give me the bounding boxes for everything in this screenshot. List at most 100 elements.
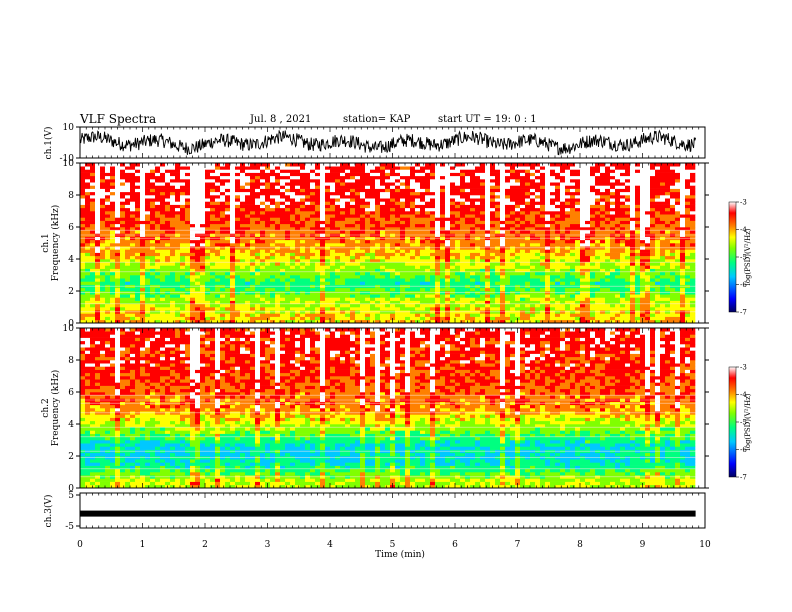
spectrogram-ch1-cell (120, 175, 126, 180)
spectrogram-ch1-cell (370, 223, 376, 228)
spectrogram-ch1-cell (520, 214, 526, 218)
spectrogram-ch1-cell (230, 195, 236, 199)
spectrogram-ch1-cell (225, 313, 231, 317)
spectrogram-ch1-cell (280, 300, 286, 305)
spectrogram-ch1-cell (145, 227, 151, 231)
spectrogram-ch1-cell (345, 188, 351, 193)
spectrogram-ch1-cell (340, 297, 346, 301)
spectrogram-ch1-cell (230, 313, 236, 317)
spectrogram-ch1-cell (85, 239, 91, 244)
spectrogram-ch1-cell (260, 204, 266, 209)
spectrogram-ch1-cell (425, 319, 431, 324)
spectrogram-ch1-cell (285, 163, 291, 167)
spectrogram-ch1-cell (400, 243, 406, 247)
spectrogram-ch1-cell (135, 185, 141, 189)
spectrogram-ch1-cell (220, 265, 226, 269)
spectrogram-ch1-cell (205, 195, 211, 199)
spectrogram-ch1-cell (345, 211, 351, 215)
spectrogram-ch1-cell (95, 319, 101, 324)
spectrogram-ch1-cell (335, 198, 341, 202)
spectrogram-ch1-cell (315, 188, 321, 193)
spectrogram-ch1-cell (300, 259, 306, 263)
spectrogram-ch1-cell (155, 252, 161, 257)
spectrogram-ch1-cell (80, 223, 86, 228)
spectrogram-ch1-cell (375, 300, 381, 305)
spectrogram-ch1-cell (470, 259, 476, 263)
spectrogram-ch1-cell (550, 188, 556, 193)
spectrogram-ch1-cell (390, 214, 396, 218)
spectrogram-ch1-cell (490, 307, 496, 311)
spectrogram-ch1-cell (540, 214, 546, 218)
spectrogram-ch1-cell (180, 262, 186, 266)
spectrogram-ch1-cell (485, 223, 491, 228)
spectrogram-ch1-cell (120, 239, 126, 244)
spectrogram-ch1-cell (555, 265, 561, 269)
spectrogram-ch1-cell (380, 255, 386, 260)
spectrogram-ch1-cell (90, 191, 96, 196)
spectrogram-ch1-cell (225, 307, 231, 311)
spectrogram-ch1-cell (480, 207, 486, 212)
spectrogram-ch1-cell (150, 169, 156, 173)
spectrogram-ch1-cell (255, 217, 261, 221)
spectrogram-ch1-cell (505, 182, 511, 186)
spectrogram-ch1-cell (430, 294, 436, 298)
spectrogram-ch1-cell (400, 303, 406, 308)
spectrogram-ch1-cell (465, 166, 471, 170)
spectrogram-ch1-cell (355, 172, 361, 177)
spectrogram-ch1-cell (80, 255, 86, 260)
spectrogram-ch1-cell (405, 287, 411, 292)
spectrogram-ch1-cell (365, 303, 371, 308)
spectrogram-ch1-cell (395, 230, 401, 234)
spectrogram-ch1-cell (500, 230, 506, 234)
spectrogram-ch1-cell (185, 239, 191, 244)
spectrogram-ch1-cell (370, 252, 376, 257)
spectrogram-ch1-cell (335, 169, 341, 173)
spectrogram-ch1-cell (395, 220, 401, 225)
spectrogram-ch1-cell (485, 179, 491, 183)
spectrogram-ch1-cell (105, 239, 111, 244)
spectrogram-ch1-cell (420, 239, 426, 244)
spectrogram-ch1-cell (340, 207, 346, 212)
spectrogram-ch1-cell (140, 307, 146, 311)
spectrogram-ch1-cell (250, 255, 256, 260)
spectrogram-ch1-cell (260, 316, 266, 321)
spectrogram-ch1-cell (190, 300, 196, 305)
spectrogram-ch1-cell (270, 313, 276, 317)
spectrogram-ch1-cell (105, 163, 111, 167)
spectrogram-ch1-cell (460, 169, 466, 173)
spectrogram-ch1-cell (535, 316, 541, 321)
spectrogram-ch1-cell (350, 271, 356, 276)
spectrogram-ch1-cell (550, 182, 556, 186)
spectrogram-ch1-cell (305, 182, 311, 186)
spectrogram-ch1-cell (540, 307, 546, 311)
spectrogram-ch1-cell (220, 297, 226, 301)
spectrogram-ch1-cell (525, 271, 531, 276)
spectrogram-ch1-cell (385, 243, 391, 247)
spectrogram-ch1-cell (325, 230, 331, 234)
spectrogram-ch1-cell (160, 204, 166, 209)
spectrogram-ch1-cell (480, 185, 486, 189)
spectrogram-ch1-cell (425, 198, 431, 202)
spectrogram-ch1-cell (180, 191, 186, 196)
spectrogram-ch1-cell (350, 204, 356, 209)
spectrogram-ch1-cell (475, 275, 481, 279)
spectrogram-ch1-cell (520, 255, 526, 260)
spectrogram-ch1-cell (490, 217, 496, 221)
spectrogram-ch1-cell (545, 268, 551, 273)
spectrogram-ch1-cell (225, 166, 231, 170)
spectrogram-ch1-cell (145, 188, 151, 193)
spectrogram-ch1-cell (260, 175, 266, 180)
spectrogram-ch1-cell (515, 243, 521, 247)
spectrogram-ch1-cell (400, 214, 406, 218)
spectrogram-ch1-cell (490, 297, 496, 301)
spectrogram-ch1-cell (490, 278, 496, 282)
spectrogram-ch1-cell (505, 179, 511, 183)
spectrogram-ch1-cell (475, 303, 481, 308)
spectrogram-ch1-cell (375, 195, 381, 199)
spectrogram-ch1-cell (500, 268, 506, 273)
spectrogram-ch1-cell (525, 191, 531, 196)
spectrogram-ch1-cell (475, 249, 481, 253)
spectrogram-ch1-cell (400, 271, 406, 276)
spectrogram-ch1-cell (255, 204, 261, 209)
spectrogram-ch1-cell (500, 275, 506, 279)
